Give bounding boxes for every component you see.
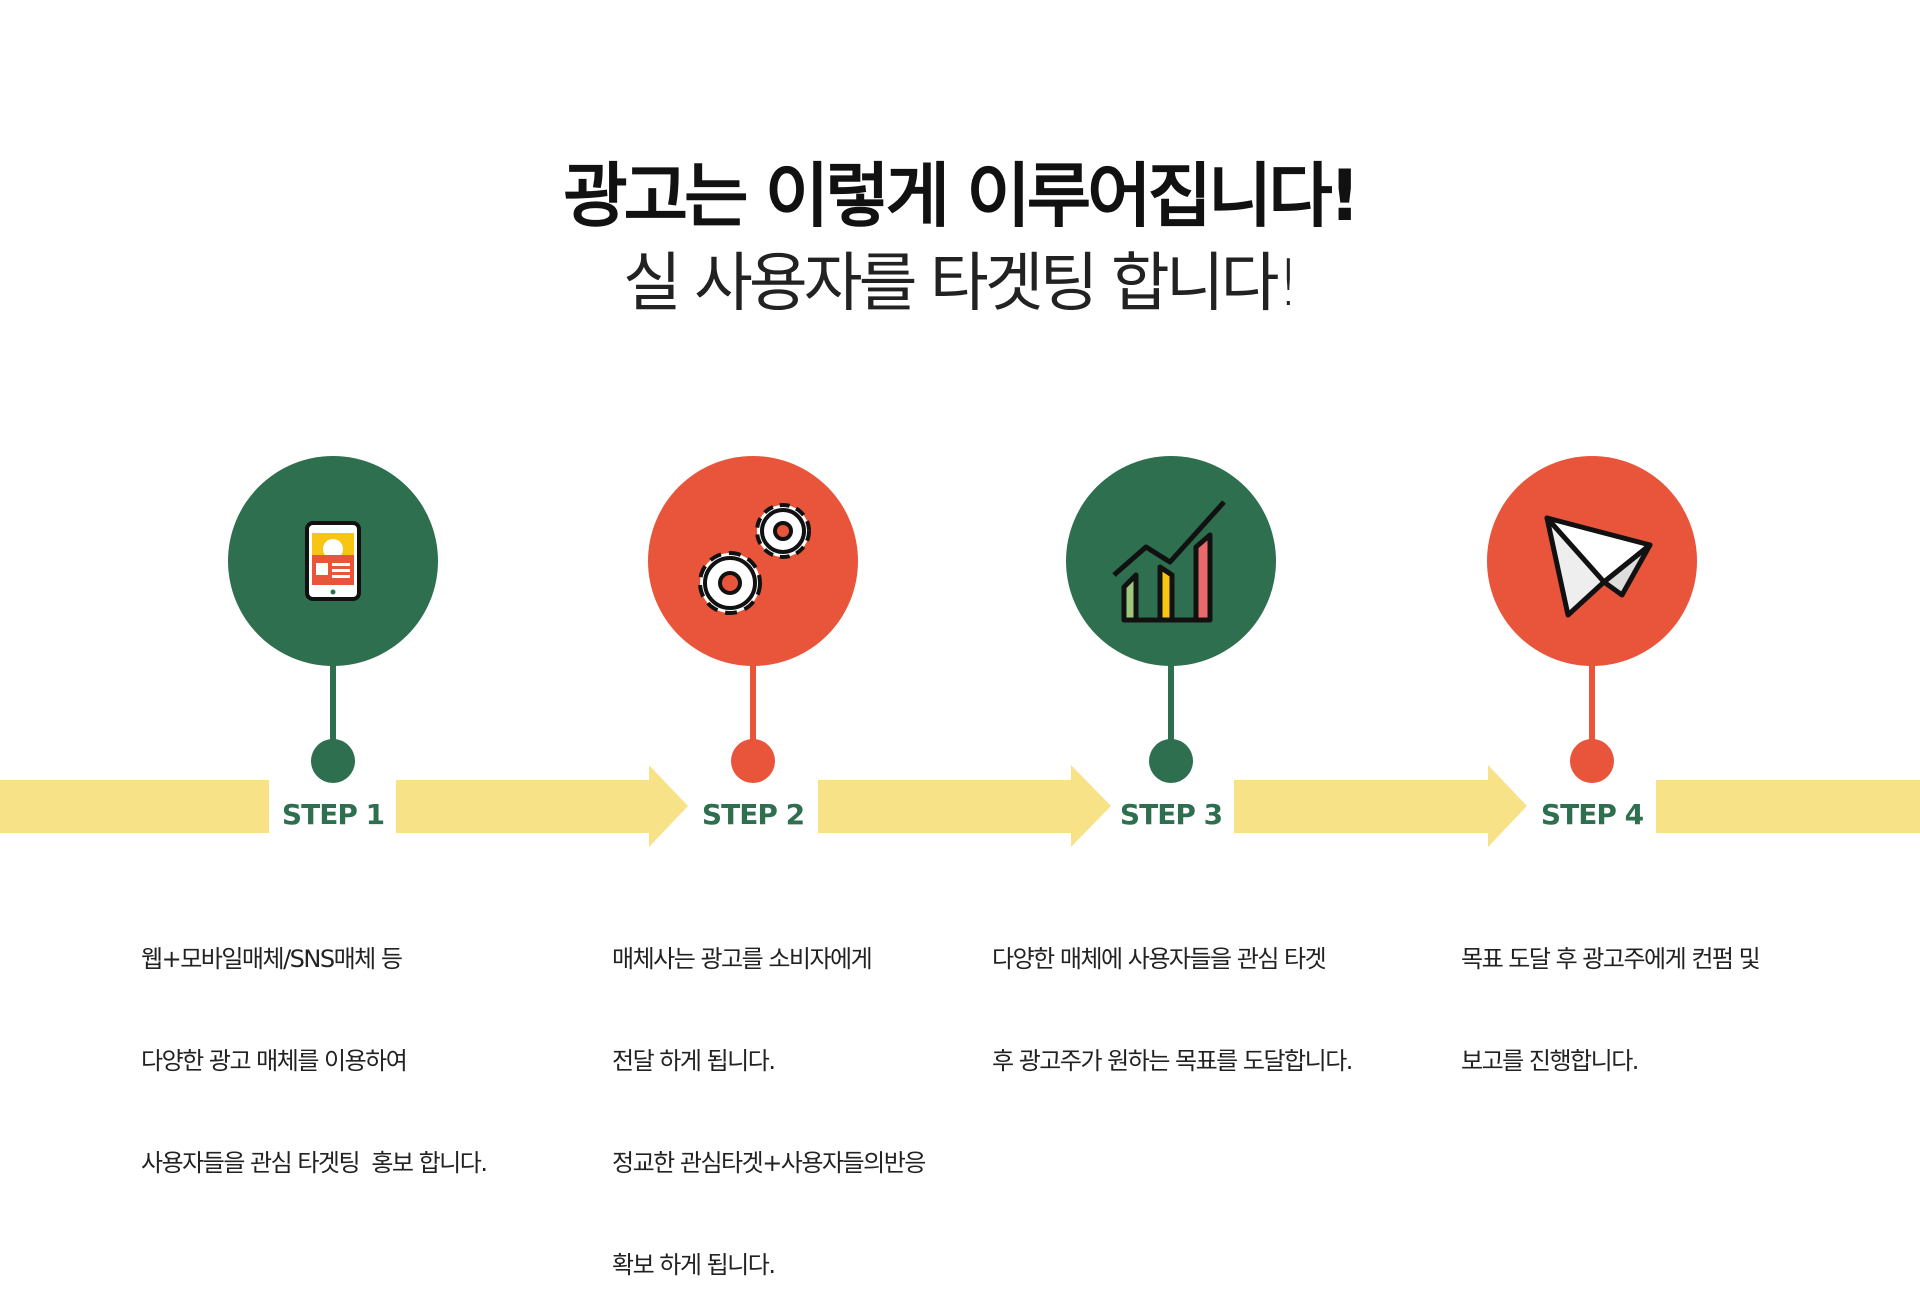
description-line: 정교한 관심타겟+사용자들의반응 [612, 1149, 926, 1177]
description-line: 매체사는 광고를 소비자에게 [612, 945, 873, 973]
description-line: 확보 하게 됩니다. [612, 1251, 776, 1279]
gears-icon [698, 503, 811, 615]
step-2-marker [648, 456, 858, 783]
description-line: 전달 하게 됩니다. [612, 1047, 776, 1075]
step-4-label: STEP 4 [1540, 798, 1644, 831]
description-line: 보고를 진행합니다. [1461, 1047, 1639, 1075]
page-subtitle: 실 사용자를 타겟팅 합니다! [622, 247, 1301, 321]
band-segment [0, 780, 269, 833]
step-3-label: STEP 3 [1119, 798, 1223, 831]
step-3-marker [1066, 456, 1276, 783]
arrow-band [0, 765, 1920, 847]
step-3-description: 다양한 매체에 사용자들을 관심 타겟 후 광고주가 원하는 목표를 도달합니다… [992, 874, 1353, 1112]
page-title: 광고는 이렇게 이루어집니다! [563, 155, 1360, 237]
band-segment [1656, 780, 1920, 833]
step-1-label: STEP 1 [281, 798, 385, 831]
step-4-marker [1487, 456, 1697, 783]
arrow-segment [818, 765, 1111, 847]
description-line: 웹+모바일매체/SNS매체 등 [141, 945, 403, 973]
arrow-segment [1234, 765, 1527, 847]
step-4-description: 목표 도달 후 광고주에게 컨펌 및 보고를 진행합니다. [1461, 874, 1761, 1112]
step-2-description: 매체사는 광고를 소비자에게 전달 하게 됩니다. 정교한 관심타겟+사용자들의… [612, 874, 926, 1316]
description-line: 후 광고주가 원하는 목표를 도달합니다. [992, 1047, 1353, 1075]
description-line: 다양한 광고 매체를 이용하여 [141, 1047, 408, 1075]
growth-chart-icon [1112, 500, 1226, 623]
arrow-segment [396, 765, 688, 847]
step-2-label: STEP 2 [701, 798, 805, 831]
mobile-phone-icon [305, 521, 361, 601]
description-line: 사용자들을 관심 타겟팅 홍보 합니다. [141, 1149, 488, 1177]
description-line: 목표 도달 후 광고주에게 컨펌 및 [1461, 945, 1761, 973]
step-1-description: 웹+모바일매체/SNS매체 등 다양한 광고 매체를 이용하여 사용자들을 관심… [141, 874, 488, 1214]
step-1-marker [228, 456, 438, 783]
paper-plane-icon [1544, 515, 1653, 618]
process-timeline [0, 456, 1920, 847]
description-line: 다양한 매체에 사용자들을 관심 타겟 [992, 945, 1327, 973]
